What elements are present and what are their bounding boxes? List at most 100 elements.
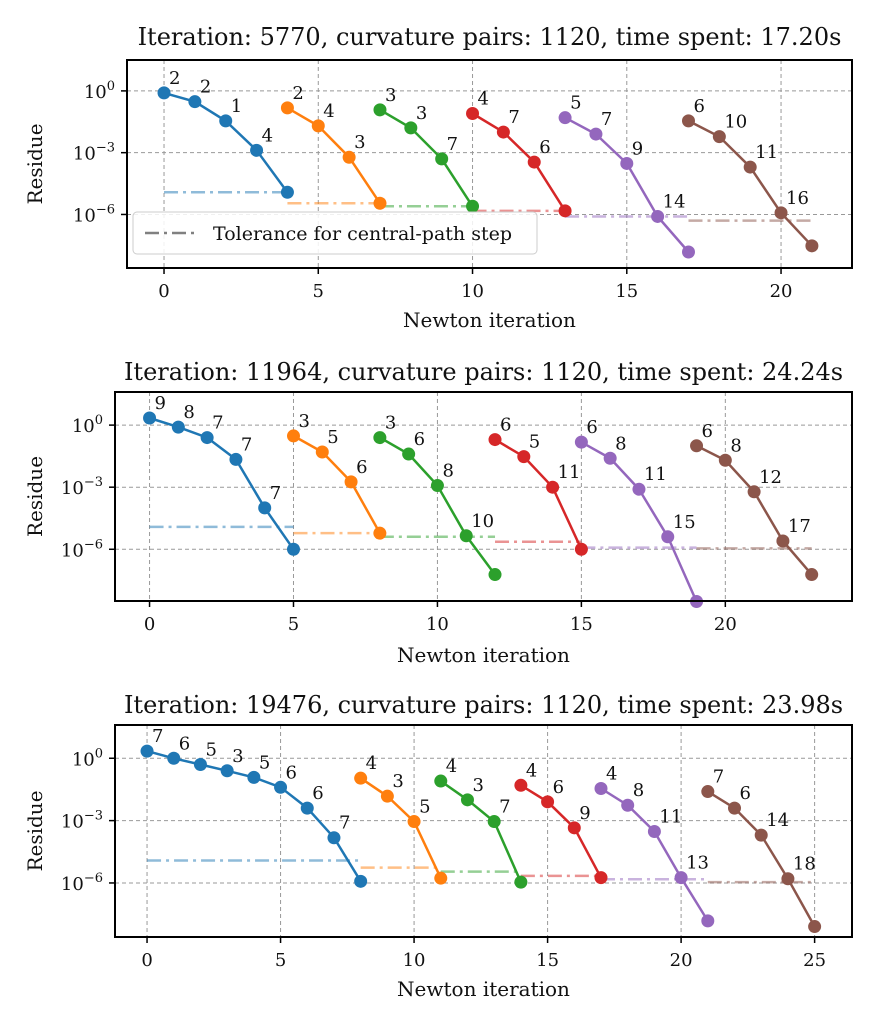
point-label: 8: [633, 780, 644, 801]
x-tick-label: 5: [275, 950, 286, 971]
x-tick-label: 5: [313, 281, 324, 302]
data-point: [380, 789, 394, 803]
point-label: 6: [286, 762, 297, 783]
y-tick-label: 10−3: [61, 809, 103, 833]
x-tick-label: 15: [536, 950, 559, 971]
x-tick-label: 0: [141, 950, 152, 971]
point-label: 5: [529, 432, 540, 453]
data-point: [434, 871, 448, 885]
y-tick-label: 10−6: [73, 202, 115, 226]
point-label: 10: [471, 511, 494, 532]
data-point: [647, 824, 661, 838]
point-label: 3: [385, 85, 396, 106]
data-point: [466, 199, 480, 213]
point-label: 9: [632, 138, 643, 159]
point-label: 6: [414, 429, 425, 450]
data-point: [514, 875, 528, 889]
point-label: 18: [793, 854, 816, 875]
data-point: [603, 451, 617, 465]
y-axis-label: Residue: [23, 123, 47, 204]
point-label: 8: [730, 435, 741, 456]
point-label: 16: [786, 188, 809, 209]
point-label: 11: [755, 142, 778, 163]
x-axis-label: Newton iteration: [397, 977, 570, 1001]
data-point: [315, 445, 329, 459]
data-point: [651, 209, 665, 223]
data-point: [434, 774, 448, 788]
y-tick-label: 10−3: [73, 141, 115, 165]
data-point: [594, 871, 608, 885]
series-line: [520, 784, 603, 879]
plot-frame: [114, 724, 853, 938]
data-point: [517, 450, 531, 464]
data-point: [496, 125, 510, 139]
data-point: [354, 874, 368, 888]
data-point: [718, 453, 732, 467]
legend: Tolerance for central-path step: [132, 211, 538, 255]
legend-label: Tolerance for central-path step: [213, 223, 512, 245]
x-tick-label: 15: [570, 614, 593, 635]
data-point: [140, 744, 154, 758]
data-point: [373, 526, 387, 540]
data-point: [327, 831, 341, 845]
x-tick-label: 15: [615, 281, 638, 302]
data-point: [280, 185, 294, 199]
chart-title: Iteration: 19476, curvature pairs: 1120,…: [124, 691, 843, 719]
point-label: 6: [702, 421, 713, 442]
plot-frame: [126, 59, 853, 269]
plot-frame: [114, 391, 853, 602]
data-point: [808, 920, 822, 934]
x-tick-label: 20: [670, 950, 693, 971]
data-point: [247, 770, 261, 784]
data-point: [402, 447, 416, 461]
x-tick-label: 20: [714, 614, 737, 635]
point-label: 4: [446, 756, 457, 777]
data-point: [743, 160, 757, 174]
point-label: 4: [606, 764, 617, 785]
point-label: 17: [788, 516, 811, 537]
data-point: [274, 780, 288, 794]
point-label: 3: [416, 103, 427, 124]
series-line: [695, 444, 813, 576]
point-label: 7: [152, 726, 163, 747]
data-point: [171, 420, 185, 434]
y-tick-label: 10−3: [61, 475, 103, 499]
data-point: [632, 482, 646, 496]
data-point: [589, 127, 603, 141]
point-label: 4: [262, 125, 273, 146]
data-point: [404, 121, 418, 135]
data-point: [286, 542, 300, 556]
series-line: [379, 108, 474, 207]
point-label: 13: [686, 853, 709, 874]
point-label: 8: [183, 402, 194, 423]
point-label: 5: [327, 427, 338, 448]
data-point: [681, 114, 695, 128]
data-point: [435, 152, 449, 166]
point-label: 6: [356, 457, 367, 478]
point-label: 2: [200, 77, 211, 98]
chart-panel-2: Iteration: 11964, curvature pairs: 1120,…: [23, 358, 853, 667]
data-point: [373, 431, 387, 445]
point-label: 7: [713, 767, 724, 788]
point-label: 3: [232, 746, 243, 767]
data-point: [354, 771, 368, 785]
data-point: [188, 95, 202, 109]
point-label: 6: [539, 137, 550, 158]
series-line: [471, 112, 567, 212]
data-point: [754, 828, 768, 842]
data-point: [781, 872, 795, 886]
data-point: [690, 439, 704, 453]
data-point: [157, 86, 171, 100]
series-line: [687, 119, 813, 247]
data-point: [541, 795, 555, 809]
point-label: 7: [241, 434, 252, 455]
data-point: [143, 411, 157, 425]
point-label: 7: [499, 797, 510, 818]
x-tick-label: 10: [426, 614, 449, 635]
point-label: 6: [740, 783, 751, 804]
data-point: [514, 778, 528, 792]
y-tick-label: 100: [84, 79, 115, 103]
data-point: [466, 106, 480, 120]
data-point: [594, 782, 608, 796]
x-tick-label: 25: [803, 950, 826, 971]
